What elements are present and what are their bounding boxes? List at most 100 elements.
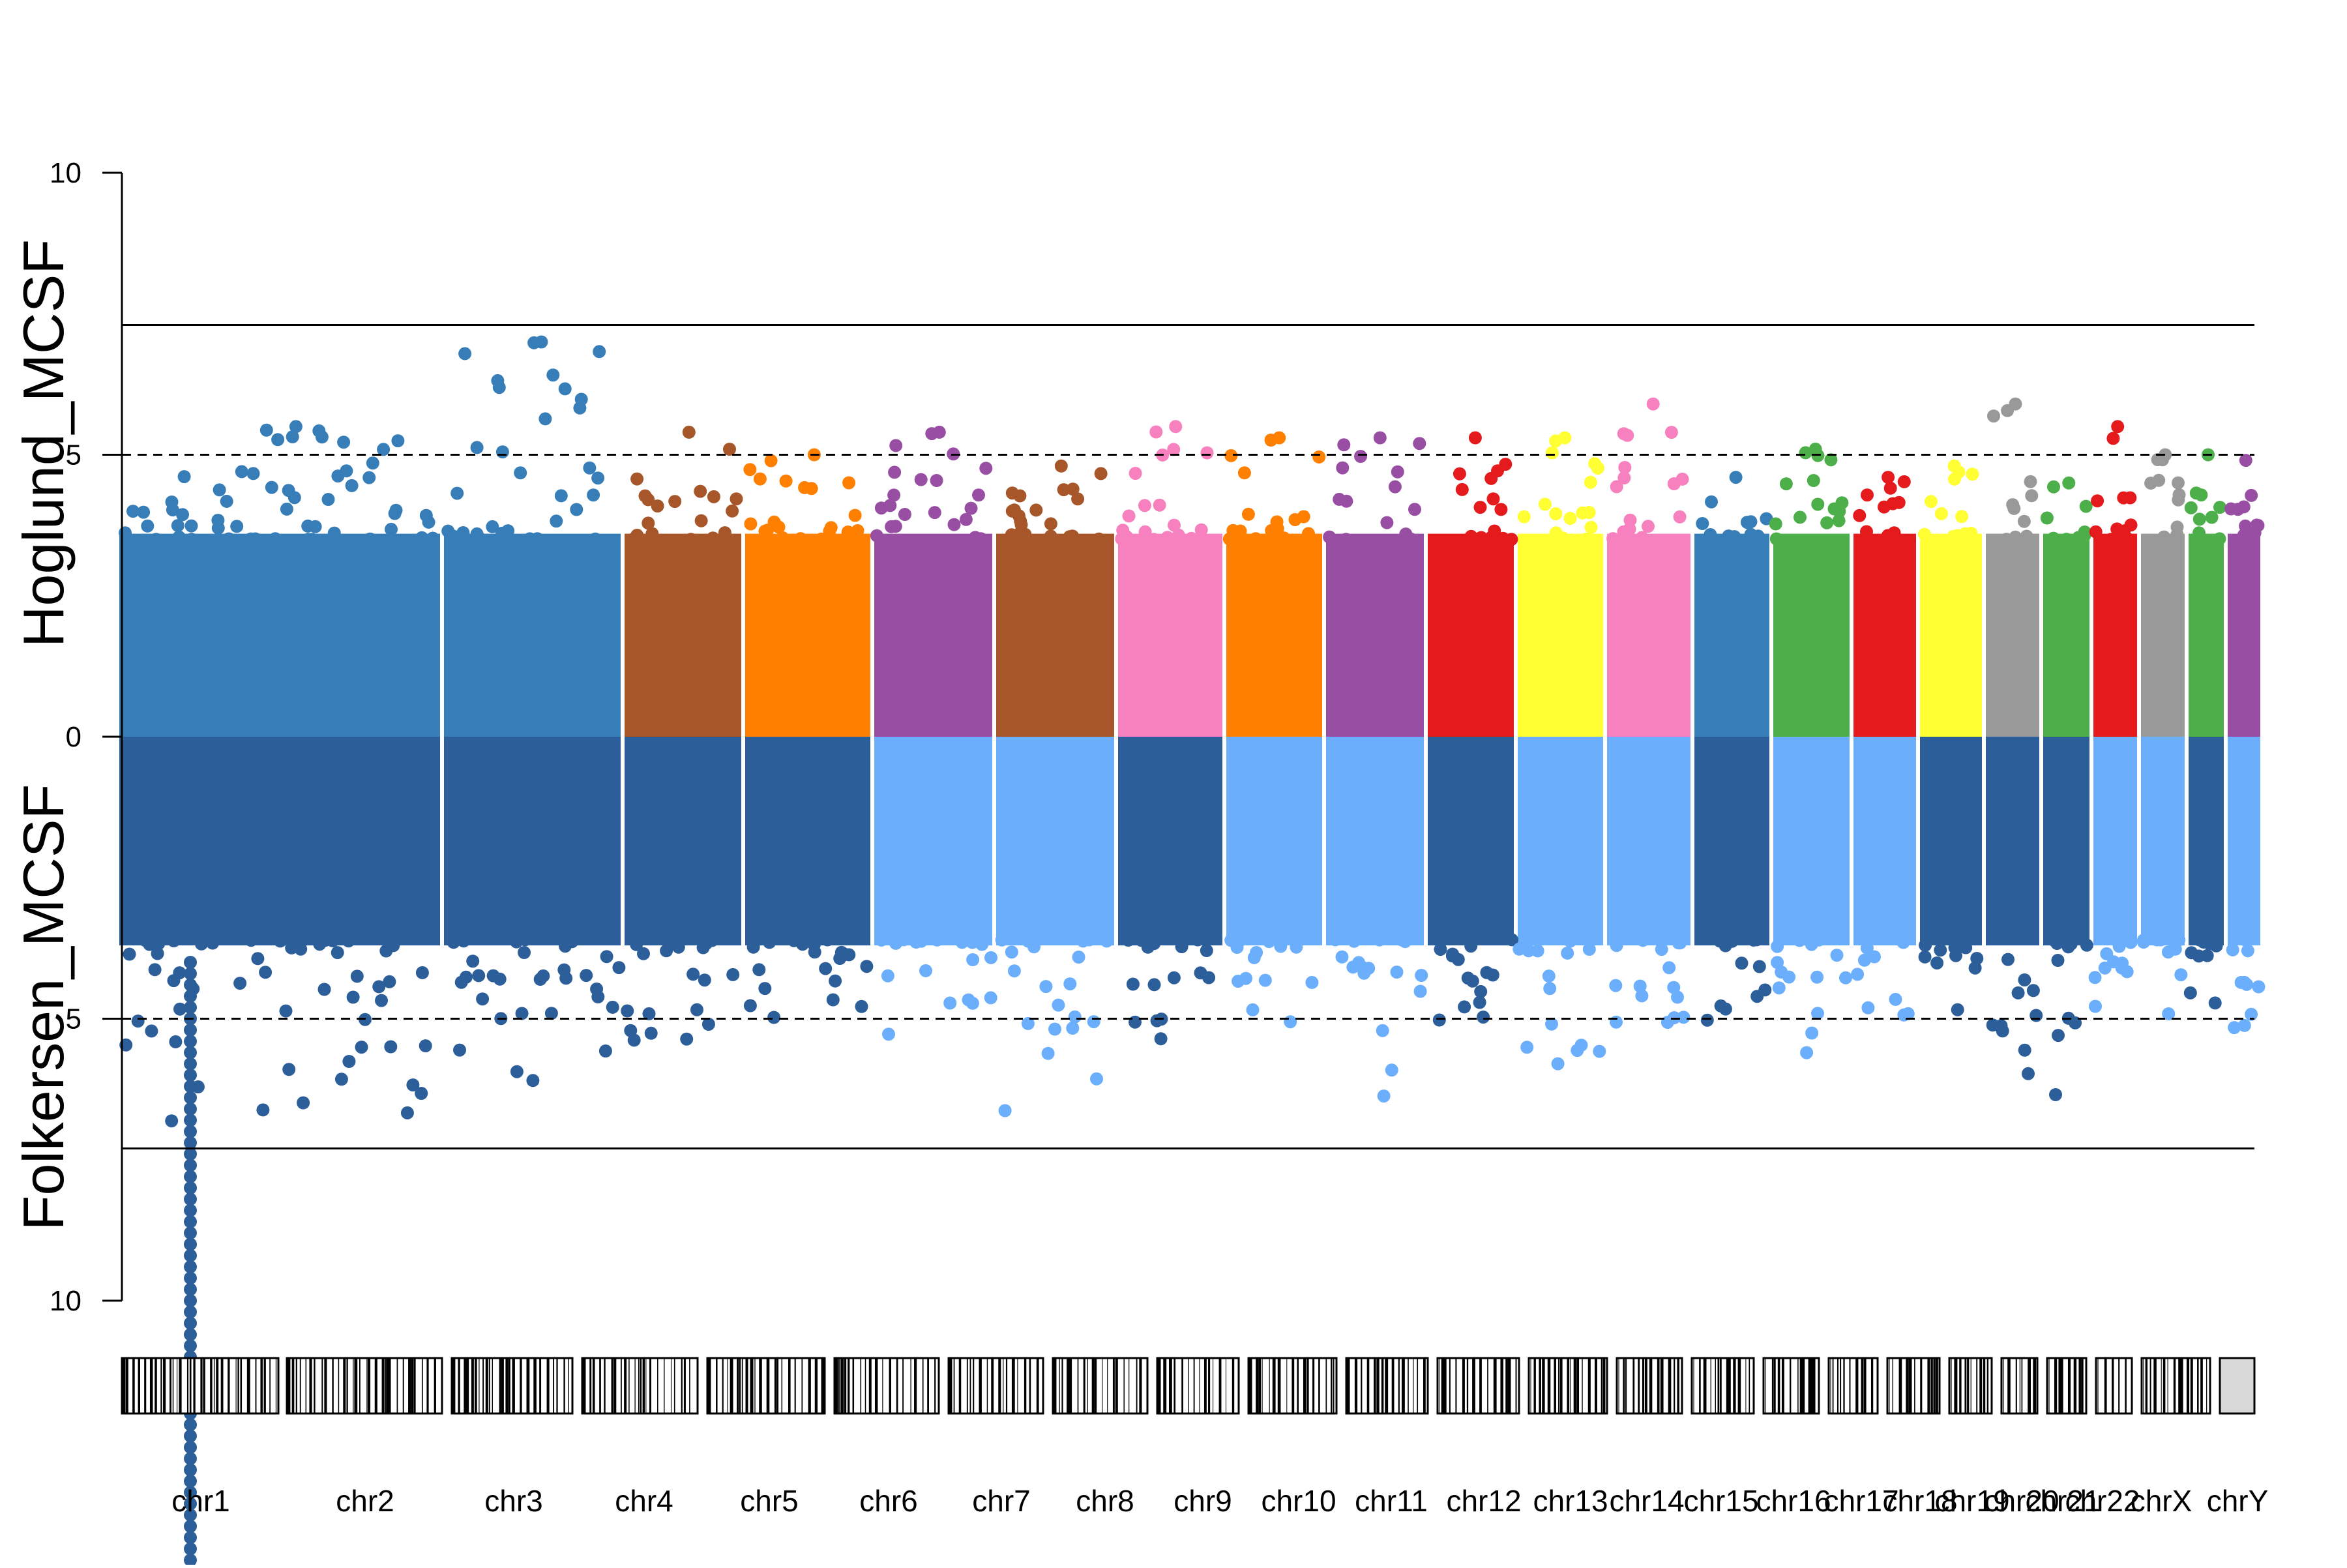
bottom-point: [457, 934, 471, 948]
bottom-point: [2161, 945, 2175, 959]
top-point: [213, 483, 226, 497]
top-point: [1635, 531, 1649, 544]
top-point: [491, 374, 505, 387]
top-point: [1302, 527, 1315, 540]
bottom-point: [350, 969, 364, 983]
top-point: [185, 519, 198, 533]
chr-label-chr19: chr19: [1934, 1484, 2009, 1518]
bottom-point: [1610, 1015, 1623, 1029]
bottom-strip-chr18: [2043, 737, 2089, 946]
top-point: [501, 524, 515, 538]
chromosome-ideogram: [121, 1357, 2256, 1415]
top-point: [441, 524, 455, 538]
bottom-point: [1039, 980, 1053, 994]
bottom-point: [472, 969, 486, 983]
bottom-point: [1377, 1089, 1391, 1103]
top-strip-chr7: [1118, 533, 1222, 737]
top-point: [591, 471, 605, 485]
bottom-point: [630, 938, 643, 951]
top-point: [587, 488, 600, 502]
bottom-point: [355, 1041, 368, 1054]
top-point: [315, 430, 329, 444]
chr1-signal-point: [184, 1474, 197, 1488]
top-point: [1071, 492, 1085, 506]
top-point: [1160, 531, 1174, 544]
top-point: [288, 491, 301, 505]
top-point: [340, 464, 353, 478]
top-point: [1044, 517, 1057, 531]
top-point: [558, 382, 572, 396]
chr1-signal-point: [184, 1486, 197, 1500]
bottom-panel-ylabel: Folkersen_MCSF: [11, 784, 76, 1231]
chr1-signal-point: [184, 1159, 197, 1172]
ideogram-chr6: [833, 1357, 940, 1415]
bottom-point: [1542, 969, 1556, 983]
bottom-point: [1771, 939, 1784, 953]
top-point: [1505, 533, 1518, 546]
top-point: [280, 502, 293, 516]
top-point: [2106, 432, 2120, 445]
top-point: [1044, 529, 1057, 543]
top-point: [870, 529, 883, 542]
top-point: [1860, 525, 1873, 539]
bottom-point: [145, 1024, 158, 1038]
chr-label-chr3: chr3: [484, 1484, 542, 1518]
top-point: [539, 412, 552, 426]
bottom-point: [1861, 1001, 1875, 1014]
top-point: [327, 526, 341, 540]
bottom-point: [1021, 1016, 1035, 1030]
bottom-point: [2026, 984, 2040, 998]
top-point: [1769, 532, 1783, 546]
top-point: [1473, 501, 1487, 514]
top-point: [1147, 533, 1160, 546]
chr-label-chrX: chrX: [2131, 1484, 2192, 1518]
top-point: [1673, 510, 1687, 524]
top-point: [362, 471, 376, 484]
top-point: [642, 493, 655, 507]
top-point: [583, 461, 597, 475]
bottom-point: [557, 963, 571, 977]
bottom-point: [372, 980, 386, 994]
bottom-point: [1812, 933, 1825, 947]
bottom-point: [415, 1087, 428, 1100]
ideogram-chr15: [1690, 1357, 1755, 1415]
top-point: [1793, 510, 1807, 524]
bottom-point: [2226, 943, 2239, 956]
bottom-point: [1655, 943, 1668, 956]
top-point: [550, 514, 563, 528]
top-point: [546, 368, 560, 382]
top-point: [486, 520, 499, 533]
bottom-point: [454, 975, 468, 989]
top-point: [1799, 446, 1812, 460]
top-point: [1486, 492, 1500, 506]
bottom-point: [743, 999, 757, 1013]
bottom-strip-chr19: [2093, 737, 2137, 946]
bottom-point: [1752, 960, 1766, 973]
bottom-point: [206, 936, 220, 950]
bottom-point: [1713, 934, 1726, 948]
top-point: [730, 492, 743, 506]
top-point: [1494, 503, 1508, 516]
bottom-point: [2051, 954, 2065, 967]
top-point: [930, 474, 943, 487]
bottom-point: [1100, 934, 1114, 948]
top-point: [1464, 529, 1478, 543]
bottom-point: [644, 1026, 658, 1040]
bottom-point: [680, 1032, 694, 1046]
bottom-point: [1521, 935, 1535, 948]
top-point: [964, 501, 978, 515]
top-point: [172, 530, 186, 544]
top-point: [947, 518, 961, 531]
top-point: [1333, 492, 1346, 506]
top-point: [456, 526, 470, 539]
chr1-signal-point: [184, 978, 197, 992]
top-strip-chr20: [2141, 533, 2185, 737]
top-peak-chr3: [682, 425, 696, 439]
bottom-point: [1458, 1000, 1471, 1014]
bottom-point: [2018, 1043, 2031, 1057]
top-point: [1580, 532, 1593, 546]
top-point: [885, 520, 898, 533]
top-point: [1312, 450, 1326, 464]
bottom-point: [1486, 968, 1499, 982]
